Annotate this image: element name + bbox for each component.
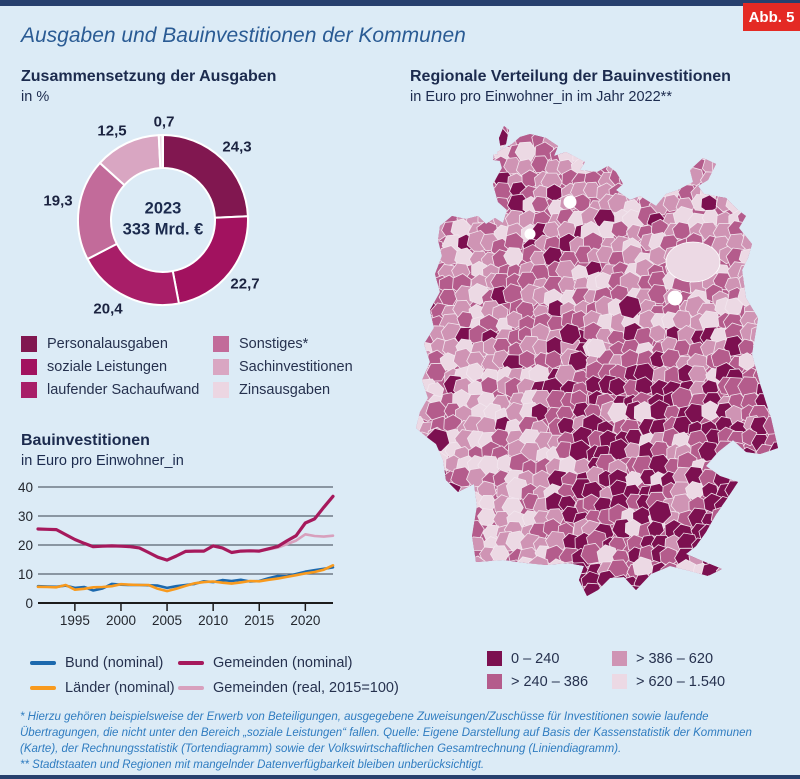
svg-text:2000: 2000 xyxy=(106,613,136,628)
legend-label: > 620 – 1.540 xyxy=(636,673,726,690)
footnote-1: * Hierzu gehören beispielsweise der Erwe… xyxy=(20,711,752,755)
legend-item: > 240 – 386 xyxy=(487,670,612,693)
donut-center-year: 2023 xyxy=(144,199,182,218)
legend-swatch xyxy=(213,358,229,375)
legend-label: laufender Sachaufwand xyxy=(47,381,200,398)
legend-item: Sachinvestitionen xyxy=(213,355,353,378)
donut-chart-subtitle: in % xyxy=(21,89,50,105)
figure-badge: Abb. 5 xyxy=(743,3,800,31)
legend-item: Gemeinden (nominal) xyxy=(178,650,399,675)
svg-text:2005: 2005 xyxy=(152,613,182,628)
footnote-2: ** Stadtstaaten und Regionen mit mangeln… xyxy=(20,758,485,771)
donut-legend: Personalausgaben soziale Leistungen lauf… xyxy=(21,332,353,401)
legend-line-swatch xyxy=(178,660,204,665)
map-title: Regionale Verteilung der Bauinvestitione… xyxy=(410,68,731,85)
legend-item: soziale Leistungen xyxy=(21,355,213,378)
svg-text:2020: 2020 xyxy=(290,613,320,628)
legend-label: Länder (nominal) xyxy=(65,679,175,696)
legend-item: Länder (nominal) xyxy=(30,675,178,700)
donut-value-label: 0,7 xyxy=(153,113,175,131)
legend-swatch xyxy=(21,381,37,398)
footnotes: * Hierzu gehören beispielsweise der Erwe… xyxy=(20,710,784,773)
legend-item: 0 – 240 xyxy=(487,647,612,670)
page-title: Ausgaben und Bauinvestitionen der Kommun… xyxy=(21,24,466,47)
legend-label: Bund (nominal) xyxy=(65,654,164,671)
donut-value-label: 24,3 xyxy=(222,138,252,156)
svg-text:30: 30 xyxy=(18,509,33,524)
bottom-border-bar xyxy=(0,775,800,779)
svg-text:2010: 2010 xyxy=(198,613,228,628)
donut-value-label: 19,3 xyxy=(43,192,73,210)
legend-item: Zinsausgaben xyxy=(213,378,353,401)
legend-item: > 620 – 1.540 xyxy=(612,670,725,693)
legend-label: Gemeinden (real, 2015=100) xyxy=(213,679,399,696)
map-subtitle: in Euro pro Einwohner_in im Jahr 2022** xyxy=(410,89,672,105)
legend-swatch xyxy=(213,381,229,398)
legend-label: Zinsausgaben xyxy=(239,381,331,398)
svg-text:1995: 1995 xyxy=(60,613,90,628)
svg-text:20: 20 xyxy=(18,538,33,553)
legend-line-swatch xyxy=(30,660,56,665)
map-legend: 0 – 240 > 240 – 386 > 386 – 620 > 620 – … xyxy=(487,647,725,693)
svg-text:0: 0 xyxy=(25,596,33,611)
donut-chart-svg xyxy=(77,134,249,306)
svg-text:2015: 2015 xyxy=(244,613,274,628)
donut-center-total: 333 Mrd. € xyxy=(122,220,204,238)
legend-label: > 386 – 620 xyxy=(636,650,714,667)
donut-chart-title: Zusammensetzung der Ausgaben xyxy=(21,68,277,85)
line-chart-svg: 0 10 20 30 40 1995 2000 2005 2010 2015 2020 xyxy=(18,480,335,628)
donut-value-label: 22,7 xyxy=(230,275,260,293)
line-chart-title: Bauinvestitionen xyxy=(21,432,150,449)
legend-item: Sonstiges* xyxy=(213,332,353,355)
legend-swatch xyxy=(213,335,229,352)
legend-swatch xyxy=(612,674,627,689)
legend-swatch xyxy=(612,651,627,666)
germany-map-svg xyxy=(416,126,778,596)
svg-text:10: 10 xyxy=(18,567,33,582)
legend-label: Gemeinden (nominal) xyxy=(213,654,353,671)
legend-item: > 386 – 620 xyxy=(612,647,725,670)
donut-center-label: 2023 333 Mrd. € xyxy=(123,198,204,239)
legend-item: Personalausgaben xyxy=(21,332,213,355)
legend-label: Personalausgaben xyxy=(47,335,168,352)
legend-swatch xyxy=(21,358,37,375)
legend-swatch xyxy=(487,651,502,666)
legend-swatch xyxy=(487,674,502,689)
legend-item: Bund (nominal) xyxy=(30,650,178,675)
legend-label: Sachinvestitionen xyxy=(239,358,353,375)
legend-label: 0 – 240 xyxy=(511,650,560,667)
legend-item: Gemeinden (real, 2015=100) xyxy=(178,675,399,700)
legend-swatch xyxy=(21,335,37,352)
svg-text:40: 40 xyxy=(18,480,33,495)
legend-label: > 240 – 386 xyxy=(511,673,589,690)
legend-line-swatch xyxy=(30,685,56,690)
top-border-bar xyxy=(0,0,800,6)
line-chart-legend: Bund (nominal) Länder (nominal) Gemeinde… xyxy=(30,650,399,700)
legend-item: laufender Sachaufwand xyxy=(21,378,213,401)
donut-value-label: 20,4 xyxy=(93,300,123,318)
legend-label: Sonstiges* xyxy=(239,335,309,352)
donut-value-label: 12,5 xyxy=(97,122,127,140)
line-chart-subtitle: in Euro pro Einwohner_in xyxy=(21,453,184,469)
legend-label: soziale Leistungen xyxy=(47,358,168,375)
legend-line-swatch xyxy=(178,685,204,690)
